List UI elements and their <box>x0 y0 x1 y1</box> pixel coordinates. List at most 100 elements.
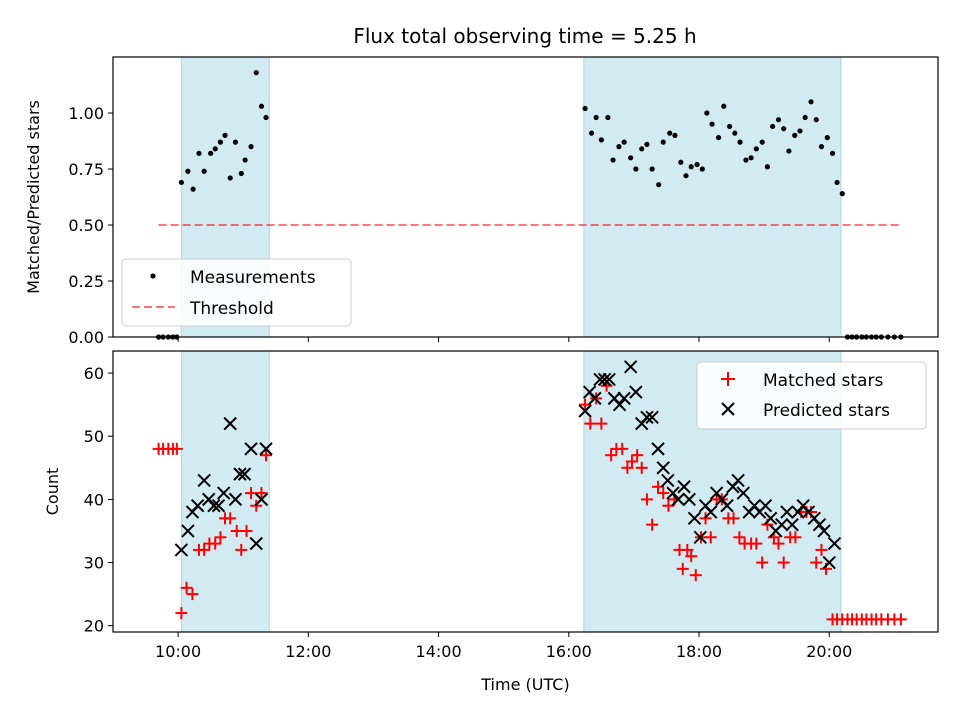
matched-star-point <box>652 480 665 493</box>
measurement-point <box>196 150 202 156</box>
predicted-star-point <box>822 555 836 570</box>
predicted-star-point <box>693 530 708 544</box>
y-tick-label: 0.25 <box>68 272 104 291</box>
measurement-point <box>644 141 650 147</box>
measurement-point <box>593 114 599 121</box>
measurement-point <box>185 168 191 174</box>
predicted-star-point <box>704 505 718 519</box>
matched-star-point <box>657 487 670 500</box>
ratio-y-axis-label: Matched/Predicted stars <box>24 100 43 294</box>
measurement-point <box>208 150 214 156</box>
measurement-point <box>688 164 694 170</box>
count-points <box>152 360 907 626</box>
matched-star-point <box>595 417 608 430</box>
predicted-star-point <box>812 517 827 532</box>
measurement-point <box>715 135 722 141</box>
count-legend-box <box>696 361 927 430</box>
y-tick-label: 20 <box>84 617 104 636</box>
matched-star-point <box>631 449 644 462</box>
matched-star-point <box>815 543 828 556</box>
predicted-star-point <box>174 543 189 557</box>
predicted-star-point <box>617 391 631 406</box>
measurement-point <box>683 173 689 179</box>
legend-matched-label: Matched stars <box>763 371 883 391</box>
measurement-point <box>582 105 588 112</box>
measurement-point <box>721 103 727 109</box>
predicted-star-point <box>827 536 842 551</box>
matched-star-point <box>198 543 211 556</box>
matched-star-point <box>789 531 802 544</box>
measurement-point <box>764 164 771 170</box>
count-panel-frame <box>112 350 939 633</box>
count-panel: 20 30 40 50 60 10:00 12:00 14:00 16:00 18:00 20:0… <box>43 350 939 694</box>
x-tick-label: 18:00 <box>676 642 722 661</box>
predicted-star-point <box>211 499 226 513</box>
measurement-point <box>829 150 836 156</box>
measurement-point <box>770 123 776 130</box>
legend-matched-marker <box>721 372 735 386</box>
matched-star-point <box>756 556 769 569</box>
measurement-point <box>818 144 825 150</box>
x-tick-label: 20:00 <box>806 642 852 661</box>
x-tick-label: 10:00 <box>155 642 201 661</box>
predicted-star-point <box>763 511 778 526</box>
y-tick-label: 1.00 <box>68 104 104 123</box>
predicted-star-point <box>682 492 696 507</box>
predicted-star-point <box>775 517 789 532</box>
predicted-star-point <box>651 442 665 456</box>
matched-star-point <box>640 493 653 506</box>
predicted-star-point <box>623 360 638 374</box>
count-y-axis-label: Count <box>43 468 62 516</box>
measurement-point <box>813 117 819 123</box>
matched-star-point <box>260 449 273 462</box>
predicted-star-point <box>671 492 685 507</box>
measurement-point <box>222 132 228 138</box>
predicted-star-point <box>588 391 602 406</box>
measurement-point <box>190 186 196 192</box>
measurement-point <box>792 132 798 138</box>
y-tick-label: 0.75 <box>68 160 104 179</box>
legend-measurement-marker <box>150 273 156 279</box>
matched-star-point <box>180 581 193 594</box>
measurement-point <box>227 175 233 181</box>
measurement-point <box>694 161 700 168</box>
count-legend: Matched stars Predicted stars <box>696 361 927 430</box>
predicted-star-point <box>629 385 643 399</box>
x-tick-label: 12:00 <box>285 642 331 661</box>
measurement-point <box>704 110 710 116</box>
x-tick-label: 16:00 <box>546 642 592 661</box>
predicted-star-point <box>233 467 247 481</box>
predicted-star-point <box>645 410 659 425</box>
measurement-point <box>639 146 645 152</box>
y-tick-label: 60 <box>84 364 104 383</box>
measurement-point <box>598 137 604 143</box>
matched-star-point <box>224 512 237 525</box>
observing-span <box>583 56 842 338</box>
matched-star-point <box>777 556 790 569</box>
measurement-point <box>709 121 715 127</box>
predicted-star-point <box>817 524 831 538</box>
matched-star-point <box>584 417 597 430</box>
predicted-star-point <box>237 467 252 481</box>
predicted-star-point <box>578 404 592 418</box>
matched-star-point <box>689 569 702 582</box>
predicted-star-point <box>640 410 654 425</box>
predicted-star-point <box>656 461 670 475</box>
y-tick-label: 0.00 <box>68 328 104 347</box>
matched-star-point <box>727 512 740 525</box>
measurement-point <box>217 139 224 145</box>
measurement-point <box>748 155 754 161</box>
predicted-star-point <box>597 372 612 387</box>
measurement-point <box>588 130 595 136</box>
measurement-point <box>628 155 634 161</box>
measurement-point <box>732 130 738 136</box>
matched-star-point <box>894 613 907 626</box>
x-axis-ticks <box>177 337 830 342</box>
predicted-star-point <box>661 473 675 488</box>
matched-star-point <box>635 461 648 474</box>
measurement-point <box>258 103 265 109</box>
matched-star-point <box>186 588 199 601</box>
predicted-star-point <box>731 473 745 488</box>
measurement-point <box>727 123 733 130</box>
